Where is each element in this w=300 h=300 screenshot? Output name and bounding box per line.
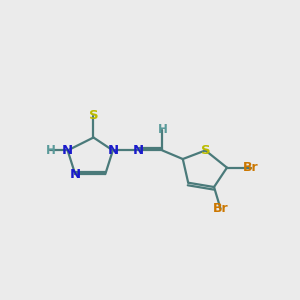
Text: H: H	[158, 124, 167, 136]
Text: N: N	[62, 144, 73, 157]
Text: S: S	[89, 110, 98, 122]
Text: Br: Br	[213, 202, 228, 215]
Text: Br: Br	[243, 161, 258, 174]
Text: S: S	[201, 144, 210, 157]
Text: N: N	[70, 168, 81, 181]
Text: N: N	[107, 144, 118, 157]
Text: N: N	[133, 144, 144, 157]
Text: H: H	[46, 144, 56, 157]
